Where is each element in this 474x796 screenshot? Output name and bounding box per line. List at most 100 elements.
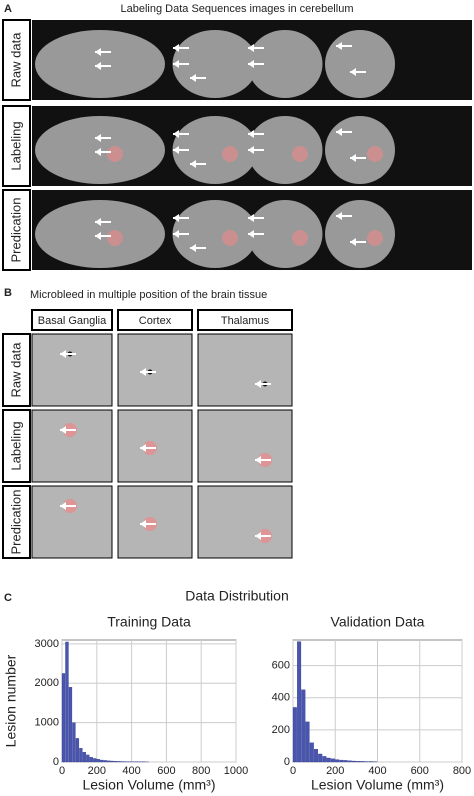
column-header-box [117, 309, 193, 331]
panel-title: Data Distribution [185, 588, 289, 604]
bar [107, 760, 111, 763]
x-tick-label: 200 [326, 765, 344, 777]
brain-slice [247, 30, 323, 98]
plot-area [61, 639, 237, 763]
panel-label: C [4, 592, 12, 604]
bar [326, 757, 331, 763]
y-tick-label: 200 [272, 724, 290, 736]
brain-slice [325, 116, 395, 184]
arrow-head [248, 230, 254, 238]
bar [61, 673, 66, 763]
bar [110, 760, 114, 763]
bar [65, 641, 69, 763]
arrow-head [95, 62, 101, 70]
x-tick-label: 800 [192, 765, 210, 777]
bar [356, 761, 361, 763]
bar [100, 759, 104, 763]
image [197, 409, 293, 483]
arrow-head [95, 134, 101, 142]
arrow-head [60, 350, 66, 358]
bar [93, 758, 97, 763]
column-header: Basal Ganglia [38, 315, 107, 327]
y-tick-label: 600 [272, 660, 290, 672]
panel-title: Labeling Data Sequences images in cerebe… [121, 3, 354, 15]
bar [305, 721, 310, 763]
arrow-head [248, 44, 254, 52]
bar [347, 760, 352, 763]
bar [297, 641, 302, 763]
y-tick-label: 400 [272, 692, 290, 704]
arrow-head [190, 74, 196, 82]
arrow-head [140, 368, 146, 376]
arrow-head [248, 60, 254, 68]
x-tick-label: 400 [122, 765, 140, 777]
panel-title: Microbleed in multiple position of the b… [30, 289, 267, 301]
brain-slice [325, 200, 395, 268]
y-tick-label: 3000 [35, 638, 59, 650]
x-axis-label: Lesion Volume (mm³) [82, 777, 215, 793]
overlay [107, 230, 123, 246]
panel-label: B [4, 287, 12, 299]
bar [72, 722, 76, 763]
brain-slice [247, 200, 323, 268]
arrow-head [95, 232, 101, 240]
x-axis-label: Lesion Volume (mm³) [311, 777, 444, 793]
arrow-head [248, 130, 254, 138]
overlay [222, 230, 238, 246]
arrow-head [173, 44, 179, 52]
x-tick-label: 1000 [224, 765, 248, 777]
arrow-head [190, 160, 196, 168]
arrow-head [173, 230, 179, 238]
bar [89, 757, 93, 763]
overlay [367, 230, 383, 246]
arrow-head [95, 48, 101, 56]
bar [68, 687, 73, 763]
overlay [222, 146, 238, 162]
y-tick-label: 0 [53, 756, 59, 768]
arrow-head [255, 532, 261, 540]
image [197, 333, 293, 407]
arrow-head [350, 238, 356, 246]
row-label: Labeling [8, 421, 23, 470]
bar [96, 759, 100, 763]
bar [318, 753, 323, 763]
image [117, 333, 193, 407]
row-label-box [2, 333, 31, 407]
bar [292, 707, 297, 763]
bar [309, 742, 314, 763]
x-tick-label: 0 [59, 765, 65, 777]
x-tick-label: 0 [290, 765, 296, 777]
arrow-head [140, 520, 146, 528]
brain-slice [172, 30, 258, 98]
arrow-head [350, 154, 356, 162]
y-tick-label: 1000 [35, 717, 59, 729]
row-label-box [2, 105, 31, 187]
column-header: Thalamus [221, 315, 270, 327]
row-label: Predication [8, 489, 23, 554]
brain-slice [172, 116, 258, 184]
arrow-head [336, 212, 342, 220]
row-label-box [2, 409, 31, 483]
image [31, 333, 113, 407]
x-tick-label: 600 [157, 765, 175, 777]
arrow-head [95, 218, 101, 226]
bar [339, 759, 344, 763]
x-tick-label: 400 [368, 765, 386, 777]
chart-title: Validation Data [331, 614, 425, 630]
arrow-head [60, 426, 66, 434]
column-header-box [31, 309, 113, 331]
y-tick-label: 2000 [35, 677, 59, 689]
arrow-head [140, 444, 146, 452]
row-label: Labeling [8, 121, 23, 170]
x-tick-label: 200 [88, 765, 106, 777]
x-tick-label: 600 [411, 765, 429, 777]
y-tick-label: 0 [284, 756, 290, 768]
bar [351, 760, 357, 763]
panel-label: A [4, 3, 12, 15]
overlay [292, 230, 308, 246]
overlay [292, 146, 308, 162]
bar [330, 758, 335, 763]
arrow-head [255, 456, 261, 464]
row-label-box [2, 485, 31, 559]
